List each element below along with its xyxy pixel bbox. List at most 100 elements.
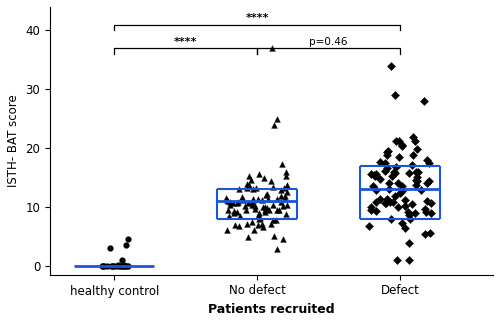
Point [401,204,409,209]
Point [406,241,413,246]
Point [390,170,398,175]
Point [372,208,380,213]
Text: p=0.46: p=0.46 [310,37,348,47]
Point [398,183,406,189]
Point [260,175,268,180]
Point [246,173,254,179]
Point [422,209,430,214]
Point [283,202,291,207]
Point [404,209,412,214]
Point [112,263,120,268]
Point [255,216,263,221]
Point [114,263,122,268]
Point [412,179,420,184]
Point [282,189,290,194]
Point [248,220,256,225]
Point [250,228,258,233]
Point [412,178,420,183]
Point [258,197,266,203]
Point [277,188,285,193]
Point [424,198,432,203]
Point [367,207,375,213]
Point [382,150,390,155]
Point [405,170,413,175]
Point [394,257,402,263]
Point [394,180,402,185]
Point [426,231,434,236]
Point [254,196,262,202]
Y-axis label: ISTH- BAT score: ISTH- BAT score [7,95,20,187]
Point [254,214,262,219]
Point [280,193,288,199]
Point [226,202,234,207]
Point [262,208,270,213]
Point [384,152,392,158]
Point [274,207,282,213]
Point [262,210,270,215]
Point [390,200,398,205]
Point [405,257,413,263]
Point [372,199,380,204]
Point [370,172,378,178]
Point [120,263,128,268]
Point [222,196,230,201]
Point [224,208,232,213]
Point [267,221,275,226]
Point [249,186,257,191]
Point [244,234,252,240]
Point [243,222,251,227]
Point [244,185,252,191]
Point [224,197,232,203]
Point [282,211,290,216]
Point [98,263,106,268]
Point [425,178,433,183]
Point [118,257,126,263]
Point [282,196,290,202]
Point [382,200,390,205]
Point [418,188,426,193]
Point [238,195,246,200]
Point [424,160,432,165]
Point [236,214,244,219]
Point [106,246,114,251]
Point [222,227,230,233]
Point [368,205,376,210]
Point [254,223,262,228]
Point [414,175,422,180]
Point [428,211,436,216]
Point [273,196,281,202]
Point [376,177,384,182]
Point [384,148,392,153]
Point [120,263,128,268]
Point [273,116,281,121]
Text: ****: **** [174,37,198,47]
Point [398,220,406,225]
Point [284,182,292,188]
Point [282,173,290,178]
Point [116,263,124,268]
Point [282,170,290,175]
Point [421,206,429,212]
Point [412,169,420,174]
Point [392,139,400,144]
Point [372,188,380,193]
Point [273,246,281,251]
Point [258,221,266,226]
Point [410,135,418,140]
Point [259,205,267,210]
Point [366,171,374,176]
Point [225,214,233,219]
Point [252,186,260,191]
Point [382,196,390,201]
Point [411,138,419,143]
Point [254,172,262,177]
Point [268,179,276,184]
Point [383,165,391,170]
Point [248,197,256,203]
Point [368,183,376,188]
Point [391,171,399,176]
Point [395,154,403,159]
Point [410,152,418,157]
Point [248,202,256,207]
Point [229,201,237,206]
